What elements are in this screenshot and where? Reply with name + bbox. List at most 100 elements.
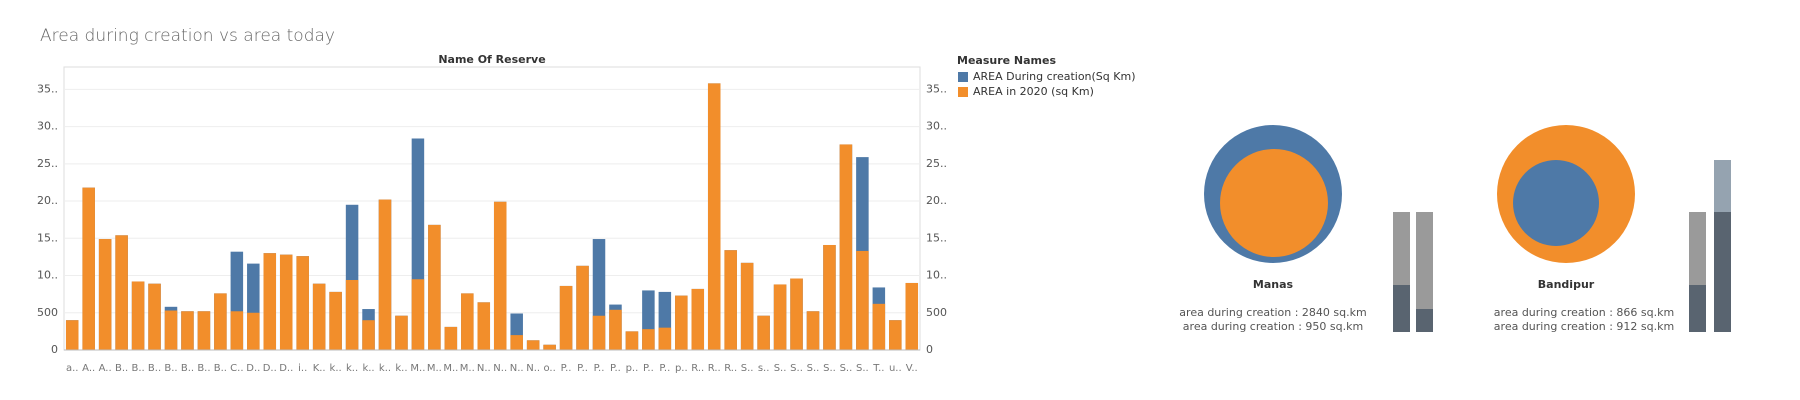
light-bar	[1714, 160, 1731, 212]
bar	[131, 281, 145, 350]
bar	[806, 311, 820, 350]
x-tick-label: D..	[246, 363, 260, 374]
x-tick-label: S..	[823, 363, 836, 374]
x-tick-label: N..	[493, 363, 507, 374]
x-tick-label: P..	[577, 363, 588, 374]
x-tick-label: k..	[362, 363, 374, 374]
x-tick-label: i..	[298, 363, 307, 374]
panel-line: area during creation : 950 sq.km	[1183, 320, 1363, 333]
bar	[378, 199, 392, 350]
legend-label: AREA During creation(Sq Km)	[973, 70, 1136, 83]
legend-label: AREA in 2020 (sq Km)	[973, 85, 1094, 98]
bar	[773, 284, 787, 350]
bar	[164, 310, 178, 350]
legend-swatch	[958, 87, 968, 97]
panel-line: area during creation : 2840 sq.km	[1179, 306, 1366, 319]
panel-line: area during creation : 912 sq.km	[1494, 320, 1674, 333]
bar	[526, 340, 540, 350]
bar	[263, 253, 277, 350]
bar	[82, 187, 95, 350]
x-tick-label: D..	[263, 363, 277, 374]
bar	[872, 303, 886, 350]
bar	[543, 344, 556, 350]
bar	[279, 254, 293, 350]
bar	[98, 239, 112, 350]
bar	[296, 256, 309, 350]
x-tick-label: N..	[526, 363, 540, 374]
bar	[757, 315, 770, 350]
bar	[247, 312, 260, 350]
bar	[592, 315, 606, 350]
bar	[724, 250, 737, 350]
x-tick-label: V..	[906, 363, 918, 374]
x-tick-label: P..	[610, 363, 621, 374]
x-tick-label: S..	[790, 363, 803, 374]
inner-circle	[1220, 149, 1328, 257]
legend-title: Measure Names	[957, 54, 1056, 67]
x-tick-label: P..	[594, 363, 605, 374]
y2-tick-label: 20..	[926, 194, 947, 207]
bar	[707, 83, 721, 350]
x-tick-label: B..	[164, 363, 177, 374]
bar	[148, 283, 161, 350]
panel-line: area during creation : 866 sq.km	[1494, 306, 1674, 319]
y-tick-label: 30..	[37, 120, 58, 133]
bar	[790, 278, 803, 350]
x-tick-label: M..	[427, 363, 442, 374]
bar	[740, 262, 754, 350]
y-tick-label: 10..	[37, 269, 58, 282]
x-tick-label: N..	[510, 363, 524, 374]
x-tick-label: B..	[197, 363, 210, 374]
x-tick-label: B..	[131, 363, 144, 374]
x-tick-label: R..	[708, 363, 721, 374]
x-tick-label: A..	[82, 363, 95, 374]
bar	[181, 311, 194, 350]
bar	[905, 282, 919, 350]
bar	[362, 320, 375, 350]
y2-tick-label: 25..	[926, 157, 947, 170]
x-tick-label: M..	[443, 363, 458, 374]
x-tick-label: K..	[313, 363, 326, 374]
bar	[625, 331, 639, 350]
bar	[839, 144, 853, 350]
y2-tick-label: 10..	[926, 269, 947, 282]
x-tick-label: D..	[279, 363, 293, 374]
x-tick-label: o..	[543, 363, 555, 374]
bar	[312, 283, 326, 350]
bar	[642, 329, 655, 350]
x-tick-label: C..	[230, 363, 243, 374]
bar	[345, 279, 359, 350]
x-tick-label: R..	[691, 363, 704, 374]
chart-title: Area during creation vs area today	[40, 26, 335, 46]
bar	[675, 295, 688, 350]
x-tick-label: M..	[410, 363, 425, 374]
x-tick-label: B..	[181, 363, 194, 374]
x-tick-label: p..	[626, 363, 639, 374]
x-tick-label: B..	[115, 363, 128, 374]
x-tick-label: k..	[395, 363, 407, 374]
bar	[428, 224, 441, 350]
x-tick-label: S..	[741, 363, 754, 374]
bar	[576, 265, 589, 350]
y-tick-label: 25..	[37, 157, 58, 170]
bar	[329, 291, 342, 350]
bar	[559, 285, 573, 350]
x-tick-label: B..	[148, 363, 161, 374]
bar	[411, 279, 425, 350]
dark-bar	[1689, 285, 1706, 332]
y-tick-label: 35..	[37, 82, 58, 95]
y-tick-label: 500	[37, 306, 58, 319]
bar	[444, 326, 458, 350]
x-tick-label: S..	[856, 363, 869, 374]
y2-tick-label: 0	[926, 343, 933, 356]
y2-tick-label: 35..	[926, 82, 947, 95]
gray-bar	[1416, 212, 1433, 332]
dark-bar	[1714, 212, 1731, 332]
bar	[115, 235, 128, 350]
x-tick-label: R..	[724, 363, 737, 374]
x-tick-label: k..	[346, 363, 358, 374]
bar	[214, 293, 227, 350]
x-tick-label: A..	[99, 363, 112, 374]
x-tick-label: S..	[807, 363, 820, 374]
